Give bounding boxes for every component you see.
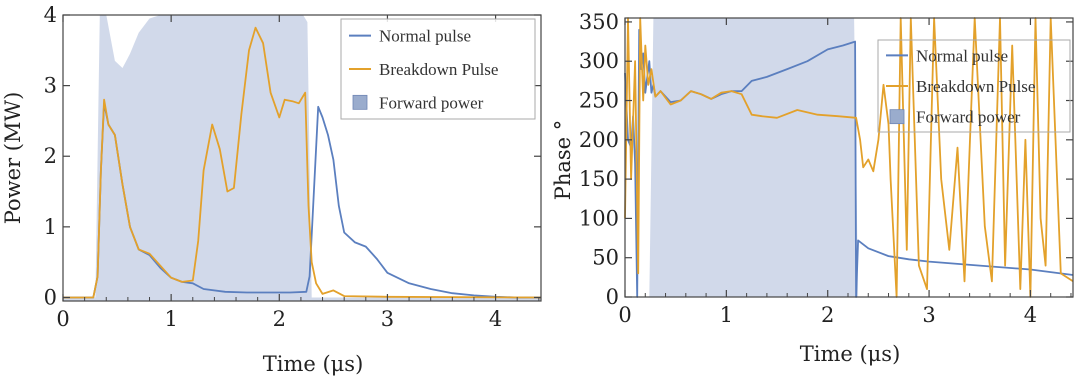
power-legend-label: Forward power (379, 93, 484, 112)
power-y-axis-label: Power (MW) (1, 92, 25, 225)
phase-y-tick-label: 150 (579, 167, 619, 191)
phase-lines-group (624, 17, 1074, 298)
phase-legend-label: Forward power (916, 108, 1021, 127)
phase-plot-frame (624, 17, 1074, 298)
phase-ticks-group: 0 1 2 3 4 0 50 100 150 200 250 300 350 (579, 10, 1073, 327)
phase-y-axis-label: Phase ° (551, 120, 575, 201)
phase-y-tick-label: 100 (579, 206, 619, 230)
power-lines-group (63, 26, 542, 299)
power-y-tick-label: 4 (44, 3, 57, 27)
power-plot-frame (62, 14, 542, 302)
power-y-tick-label: 3 (44, 74, 57, 98)
phase-y-tick-label: 300 (579, 49, 619, 73)
phase-axes-frame (624, 17, 1074, 298)
power-chart: 0 1 2 3 4 0 1 2 3 4 Time (μs) Power (MW) Normal p… (1, 3, 542, 376)
power-legend-label: Breakdown Pulse (379, 60, 498, 79)
phase-chart: 0 1 2 3 4 0 50 100 150 200 250 300 350 Time (μs) Pha… (551, 10, 1074, 366)
power-x-tick-label: 2 (273, 307, 286, 331)
power-axes-frame (62, 14, 542, 302)
forward-power-area-group (63, 15, 541, 301)
power-x-tick-label: 0 (56, 307, 69, 331)
power-x-axis-label: Time (μs) (263, 352, 364, 376)
phase-y-tick-label: 0 (606, 285, 619, 309)
phase-x-tick-label: 0 (618, 303, 631, 327)
power-legend-label: Normal pulse (379, 27, 471, 46)
power-y-tick-label: 2 (44, 144, 57, 168)
phase-legend-box (877, 39, 1071, 133)
power-x-tick-label: 3 (381, 307, 394, 331)
phase-legend-swatch (889, 109, 905, 125)
phase-x-tick-label: 4 (1024, 303, 1037, 327)
power-ticks-group: 0 1 2 3 4 0 1 2 3 4 (44, 3, 541, 331)
power-y-tick-label: 0 (44, 285, 57, 309)
power-x-tick-label: 1 (164, 307, 177, 331)
power-legend-box (340, 18, 536, 120)
phase-legend-label: Normal pulse (916, 46, 1008, 65)
phase-forward-power-area (625, 18, 1073, 297)
phase-y-tick-label: 250 (579, 89, 619, 113)
phase-breakdown-line (624, 17, 1074, 298)
power-breakdown-line (63, 26, 542, 299)
power-y-tick-label: 1 (44, 215, 57, 239)
phase-x-tick-label: 1 (720, 303, 733, 327)
power-x-tick-label: 4 (489, 307, 502, 331)
phase-x-tick-label: 3 (922, 303, 935, 327)
phase-x-axis-label: Time (μs) (800, 342, 901, 366)
phase-y-tick-label: 50 (592, 246, 619, 270)
power-legend-swatch (352, 94, 368, 110)
phase-legend-label: Breakdown Pulse (916, 77, 1035, 96)
power-legend: Normal pulse Breakdown Pulse Forward power (340, 18, 536, 120)
power-forward-power-area (63, 15, 541, 301)
forward-power-area-group (625, 18, 1073, 297)
phase-y-tick-label: 200 (579, 128, 619, 152)
phase-x-tick-label: 2 (821, 303, 834, 327)
phase-legend: Normal pulse Breakdown Pulse Forward power (877, 39, 1071, 133)
phase-y-tick-label: 350 (579, 10, 619, 34)
